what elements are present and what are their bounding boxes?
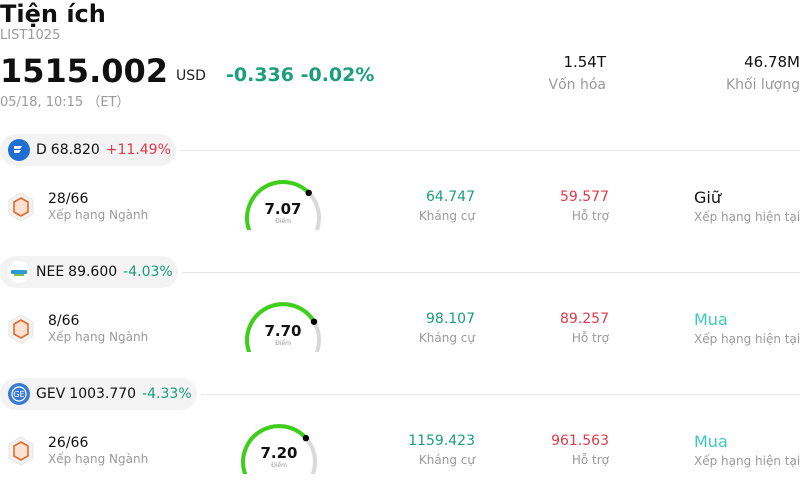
support-value: 89.257	[560, 311, 609, 327]
rating-value: Mua	[694, 432, 728, 451]
rating-label: Xếp hạng hiện tại	[694, 332, 800, 346]
resistance-label: Kháng cự	[418, 209, 475, 223]
score-value: 7.70	[264, 322, 302, 340]
resistance-label: Kháng cự	[418, 453, 475, 467]
ge-logo: GE	[8, 383, 30, 405]
stock-change: -4.03%	[123, 264, 173, 280]
score-gauge	[245, 301, 321, 352]
gauge-marker	[302, 434, 310, 442]
support-value: 59.577	[560, 189, 609, 205]
index-change: -0.336 -0.02%	[226, 64, 375, 86]
score-value: 7.20	[260, 444, 298, 462]
gauge-fill	[241, 424, 308, 474]
market-cap-label: Vốn hóa	[548, 77, 606, 93]
sector-rank-icon	[8, 192, 34, 222]
score-value: 7.07	[264, 200, 302, 218]
score-label: Điểm	[271, 462, 287, 469]
index-code: LIST1025	[0, 28, 61, 43]
sector-rank: 26/66	[48, 435, 89, 451]
support-label: Hỗ trợ	[571, 209, 609, 223]
timestamp: 05/18, 10:15 （ET）	[0, 95, 130, 110]
stock-ticker: GEV	[36, 386, 66, 402]
divider	[201, 394, 800, 395]
gauge-marker	[305, 189, 312, 196]
resistance-value: 98.107	[426, 311, 475, 327]
score-gauge	[241, 423, 317, 474]
stock-price: 68.820	[50, 142, 100, 158]
index-price: 1515.002	[0, 52, 169, 90]
dominion-logo	[8, 139, 30, 161]
resistance-value: 64.747	[426, 189, 475, 205]
divider	[182, 272, 800, 273]
rating-value: Giữ	[694, 188, 721, 207]
resistance-value: 1159.423	[408, 433, 475, 449]
score-label: Điểm	[275, 340, 291, 347]
stock-chip[interactable]: D 68.820 +11.49%	[0, 134, 176, 166]
sector-rank-label: Xếp hạng Ngành	[48, 330, 149, 344]
stock-row[interactable]: NEE 89.600 -4.03% 8/66 Xếp hạng Ngành 7.…	[0, 256, 800, 378]
sector-rank-icon	[8, 436, 34, 466]
rating-label: Xếp hạng hiện tại	[694, 454, 800, 468]
stock-row[interactable]: GE GEV 1003.770 -4.33% 26/66 Xếp hạng Ng…	[0, 378, 800, 500]
gauge-fill	[245, 180, 311, 230]
support-label: Hỗ trợ	[571, 453, 609, 467]
stock-ticker: D	[36, 142, 47, 158]
page-title: Tiện ích	[0, 0, 106, 28]
stock-chip[interactable]: NEE 89.600 -4.03%	[0, 256, 178, 288]
stock-change: -4.33%	[142, 386, 192, 402]
sector-rank: 8/66	[48, 313, 80, 329]
support-value: 961.563	[551, 433, 609, 449]
gauge-fill	[245, 302, 316, 352]
stock-price: 89.600	[68, 264, 118, 280]
market-cap-value: 1.54T	[563, 53, 606, 71]
volume-label: Khối lượng	[725, 77, 800, 93]
resistance-label: Kháng cự	[418, 331, 475, 345]
support-label: Hỗ trợ	[571, 331, 609, 345]
stock-change: +11.49%	[105, 142, 171, 158]
stock-chip[interactable]: GE GEV 1003.770 -4.33%	[0, 378, 197, 410]
volume-value: 46.78M	[744, 53, 800, 71]
gauge-marker	[310, 318, 318, 325]
sector-rank-label: Xếp hạng Ngành	[48, 452, 149, 466]
stock-ticker: NEE	[36, 264, 65, 280]
sector-rank: 28/66	[48, 191, 89, 207]
stock-row[interactable]: D 68.820 +11.49% 28/66 Xếp hạng Ngành 7.…	[0, 134, 800, 256]
sector-rank-icon	[8, 314, 34, 344]
score-label: Điểm	[275, 218, 291, 225]
stock-price: 1003.770	[69, 386, 137, 402]
rating-value: Mua	[694, 310, 728, 329]
currency-label: USD	[176, 68, 206, 84]
sector-rank-label: Xếp hạng Ngành	[48, 208, 149, 222]
divider	[180, 150, 800, 151]
score-gauge	[245, 179, 321, 230]
rating-label: Xếp hạng hiện tại	[694, 210, 800, 224]
nextera-logo	[8, 261, 30, 283]
svg-text:GE: GE	[13, 390, 24, 399]
